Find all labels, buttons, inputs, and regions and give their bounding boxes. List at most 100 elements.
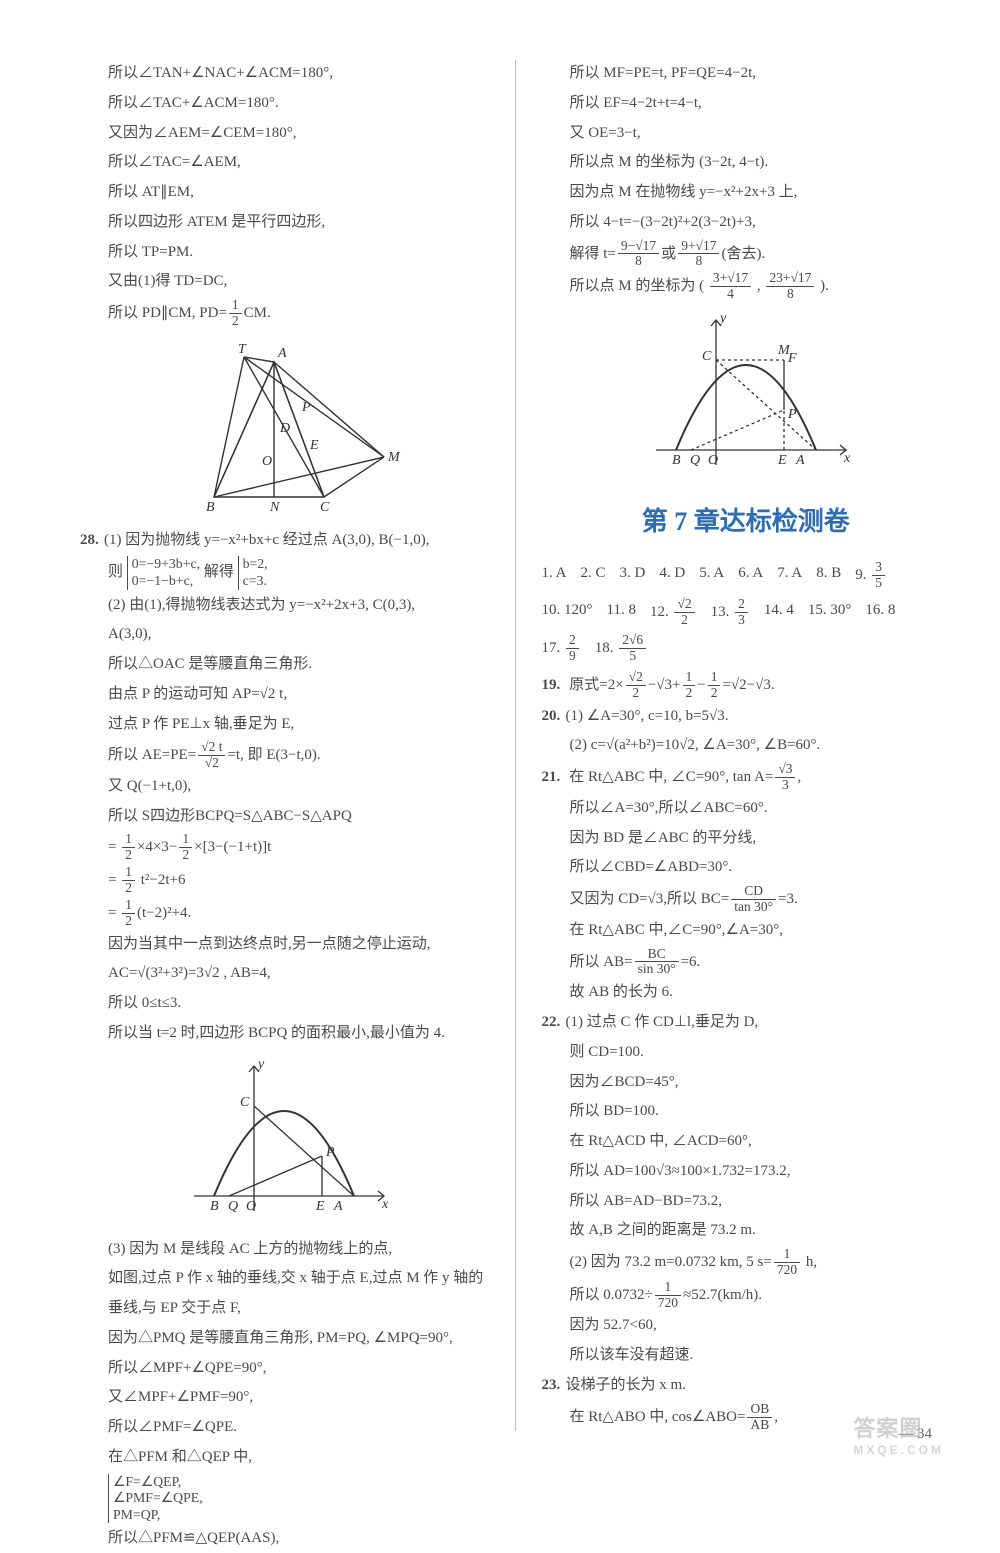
text-line: 解得 t=9−√178或9+√178(舍去). <box>542 239 951 270</box>
text-line: 所以∠A=30°,所以∠ABC=60°. <box>542 795 951 823</box>
svg-text:A: A <box>795 453 805 468</box>
answer: 15. 30° <box>808 597 852 628</box>
answer: 7. A <box>777 560 802 591</box>
fraction: 12 <box>229 298 242 329</box>
answer: 1. A <box>542 560 567 591</box>
parabola-diagram-1: y x C P B Q O E A <box>174 1056 394 1226</box>
text-span: =t, 即 E(3−t,0). <box>227 747 320 763</box>
svg-text:P: P <box>325 1145 335 1160</box>
text-line: 又 OE=3−t, <box>542 120 951 148</box>
answer: 5. A <box>699 560 724 591</box>
text-line: A(3,0), <box>80 621 489 649</box>
svg-text:A: A <box>277 346 287 361</box>
text-line: 所以点 M 的坐标为 ( 3+√174 , 23+√178 ). <box>542 271 951 302</box>
answers-row-1: 1. A 2. C 3. D 4. D 5. A 6. A 7. A 8. B … <box>542 560 951 591</box>
answer: 2. C <box>581 560 606 591</box>
svg-text:C: C <box>702 349 712 364</box>
answer: 16. 8 <box>865 597 895 628</box>
text-line: (3) 因为 M 是线段 AC 上方的抛物线上的点, <box>80 1236 489 1264</box>
answer: 4. D <box>659 560 685 591</box>
text-line: 所以∠CBD=∠ABD=30°. <box>542 854 951 882</box>
text-line: 又 Q(−1+t,0), <box>80 773 489 801</box>
text-line: AC=√(3²+3²)=3√2 , AB=4, <box>80 960 489 988</box>
text-line: 因为 BD 是∠ABC 的平分线, <box>542 825 951 853</box>
text-line: 所以△PFM≌△QEP(AAS), <box>80 1525 489 1553</box>
svg-text:M: M <box>387 450 401 465</box>
text-line: 所以 AT∥EM, <box>80 179 489 207</box>
text-line: (2) 因为 73.2 m=0.0732 km, 5 s=1720 h, <box>542 1247 951 1278</box>
text-line: 所以 0.0732÷1720≈52.7(km/h). <box>542 1280 951 1311</box>
text-line: 又因为∠AEM=∠CEM=180°, <box>80 120 489 148</box>
text-line: 所以 AE=PE=√2 t√2=t, 即 E(3−t,0). <box>80 740 489 771</box>
svg-text:T: T <box>238 342 247 357</box>
text-line: 又因为 CD=√3,所以 BC=CDtan 30°=3. <box>542 884 951 915</box>
text-line: 所以 EF=4−2t+t=4−t, <box>542 90 951 118</box>
svg-text:B: B <box>206 500 215 515</box>
text-line: 故 AB 的长为 6. <box>542 979 951 1007</box>
question-21: 21. 在 Rt△ABC 中, ∠C=90°, tan A=√33, <box>542 762 951 793</box>
svg-text:D: D <box>279 421 290 436</box>
text-line: 如图,过点 P 作 x 轴的垂线,交 x 轴于点 E,过点 M 作 y 轴的 <box>80 1265 489 1293</box>
svg-text:x: x <box>381 1197 389 1212</box>
answer: 3. D <box>620 560 646 591</box>
parabola-diagram-2: y x C F M P B Q O E A <box>636 310 856 480</box>
text-line: 因为点 M 在抛物线 y=−x²+2x+3 上, <box>542 179 951 207</box>
answers-row-3: 17. 29 18. 2√65 <box>542 633 951 664</box>
svg-text:B: B <box>672 453 681 468</box>
text-line: 故 A,B 之间的距离是 73.2 m. <box>542 1217 951 1245</box>
text-line: 所以该车没有超速. <box>542 1342 951 1370</box>
answer: 13. 23 <box>711 597 750 628</box>
text-line: 所以 0≤t≤3. <box>80 990 489 1018</box>
svg-text:y: y <box>256 1057 265 1072</box>
answer: 10. 120° <box>542 597 593 628</box>
svg-text:E: E <box>309 438 319 453</box>
svg-text:N: N <box>269 500 280 515</box>
text-line: 所以 AB=BCsin 30°=6. <box>542 947 951 978</box>
column-divider <box>515 60 516 1431</box>
svg-text:P: P <box>787 407 797 422</box>
text-line: 所以 4−t=−(3−2t)²+2(3−2t)+3, <box>542 209 951 237</box>
equation-system: 0=−9+3b+c,0=−1−b+c, <box>127 556 200 589</box>
text-span: 则 <box>108 564 123 580</box>
svg-text:Q: Q <box>690 453 700 468</box>
text-line: ∠F=∠QEP, ∠PMF=∠QPE, PM=QP, <box>80 1474 489 1524</box>
chapter-title: 第 7 章达标检测卷 <box>542 498 951 546</box>
svg-text:P: P <box>301 400 311 415</box>
svg-text:E: E <box>777 453 787 468</box>
watermark-text: 答案圈 <box>853 1416 922 1441</box>
text-line: 则 0=−9+3b+c,0=−1−b+c, 解得 b=2,c=3. <box>80 556 489 589</box>
text-line: 所以四边形 ATEM 是平行四边形, <box>80 209 489 237</box>
text-line: 又∠MPF+∠PMF=90°, <box>80 1384 489 1412</box>
text-line: (2) 由(1),得抛物线表达式为 y=−x²+2x+3, C(0,3), <box>80 592 489 620</box>
text-line: 所以△OAC 是等腰直角三角形. <box>80 651 489 679</box>
answer: 11. 8 <box>607 597 636 628</box>
answer: 14. 4 <box>764 597 794 628</box>
text-span: 所以 PD∥CM, PD= <box>108 305 227 321</box>
text-line: 则 CD=100. <box>542 1039 951 1067</box>
text-line: 因为∠BCD=45°, <box>542 1069 951 1097</box>
equation-system: ∠F=∠QEP, ∠PMF=∠QPE, PM=QP, <box>108 1474 203 1524</box>
svg-text:B: B <box>210 1199 219 1214</box>
text-line: 在△PFM 和△QEP 中, <box>80 1444 489 1472</box>
text-line: 所以 BD=100. <box>542 1098 951 1126</box>
text-line: 又由(1)得 TD=DC, <box>80 268 489 296</box>
text-line: 所以∠TAC=∠AEM, <box>80 149 489 177</box>
geometry-diagram-1: T A P D E M O B N C <box>154 337 414 517</box>
text-line: 所以 AB=AD−BD=73.2, <box>542 1188 951 1216</box>
fraction: √2 t√2 <box>198 740 225 771</box>
two-column-layout: 所以∠TAN+∠NAC+∠ACM=180°, 所以∠TAC+∠ACM=180°.… <box>80 60 950 1431</box>
watermark-url: MXQE.COM <box>853 1443 944 1457</box>
answer: 6. A <box>738 560 763 591</box>
question-22: 22.(1) 过点 C 作 CD⊥l,垂足为 D, <box>542 1009 951 1037</box>
text-line: 垂线,与 EP 交于点 F, <box>80 1295 489 1323</box>
text-span: 解得 <box>204 564 238 580</box>
text-line: 所以∠MPF+∠QPE=90°, <box>80 1355 489 1383</box>
text-line: 因为△PMQ 是等腰直角三角形, PM=PQ, ∠MPQ=90°, <box>80 1325 489 1353</box>
answer: 8. B <box>816 560 841 591</box>
svg-text:y: y <box>718 311 727 326</box>
text-line: 在 Rt△ABC 中,∠C=90°,∠A=30°, <box>542 917 951 945</box>
answers-row-2: 10. 120° 11. 8 12. √22 13. 23 14. 4 15. … <box>542 597 951 628</box>
right-column: 所以 MF=PE=t, PF=QE=4−2t, 所以 EF=4−2t+t=4−t… <box>542 60 951 1431</box>
text-line: 所以 PD∥CM, PD=12CM. <box>80 298 489 329</box>
text-line: 过点 P 作 PE⊥x 轴,垂足为 E, <box>80 711 489 739</box>
